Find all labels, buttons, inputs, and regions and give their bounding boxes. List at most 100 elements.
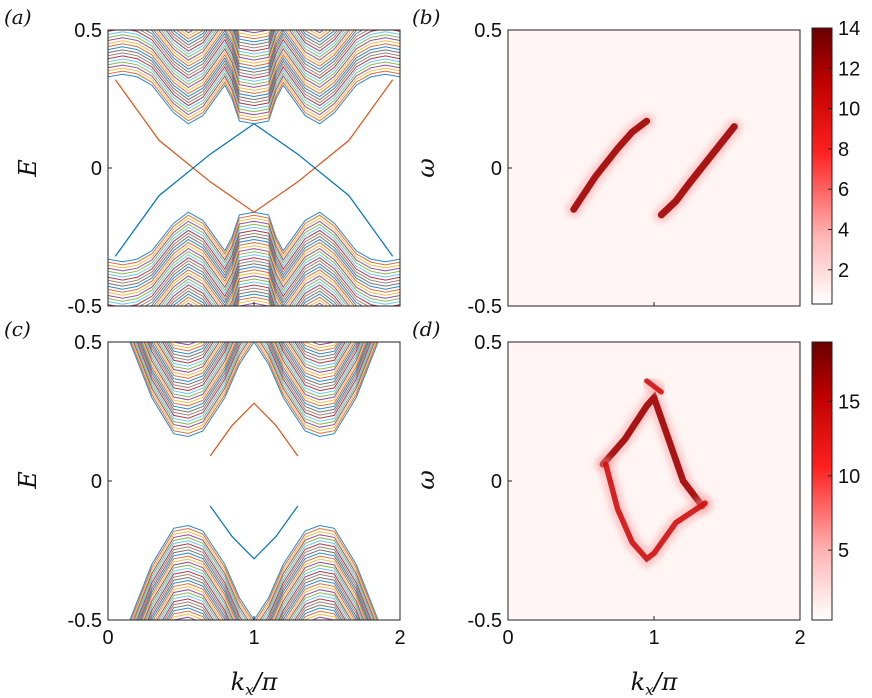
bulk-band-line: [108, 238, 400, 290]
colorbar-tick-label: 2: [838, 260, 849, 282]
bulk-band-line: [154, 586, 354, 620]
panel-c-label: (c): [4, 317, 31, 341]
bulk-band-line: [146, 567, 362, 620]
bulk-band-line: [141, 555, 367, 620]
x-tick-label: 2: [794, 627, 805, 649]
bulk-band-line: [187, 30, 321, 31]
bulk-band-line: [108, 235, 400, 287]
bulk-band-line: [149, 342, 359, 386]
spectral-ridge: [657, 123, 738, 219]
bulk-band-line: [157, 30, 351, 61]
bulk-band-line: [108, 254, 400, 305]
bulk-band-line: [108, 61, 400, 113]
y-tick-label: 0: [91, 158, 102, 180]
bulk-band-line: [108, 232, 400, 284]
bulk-band-line: [156, 342, 352, 373]
bulk-band-line: [169, 342, 339, 352]
panel-b-colorbar: 2 4 6 8 10 12 14: [811, 18, 860, 305]
panel-d-ylabel: ω: [412, 470, 440, 490]
bulk-band-line: [108, 34, 400, 85]
bulk-band-line: [108, 31, 400, 82]
bulk-band-line: [108, 251, 400, 302]
bulk-band-line: [173, 342, 335, 346]
bulk-band-line: [173, 616, 335, 620]
bulk-band-line: [167, 607, 341, 620]
x-tick-label: 1: [648, 627, 659, 649]
bulk-band-line: [160, 595, 348, 620]
bulk-band-line: [140, 342, 368, 410]
edge-state-line: [114, 79, 394, 213]
bulk-band-line: [147, 342, 361, 392]
bulk-band-line: [151, 579, 357, 620]
panel-c-frame: [107, 341, 401, 621]
bulk-band-line: [157, 275, 351, 306]
bulk-band-line: [162, 342, 346, 364]
bulk-band-line: [149, 30, 359, 70]
edge-state-line: [209, 402, 299, 457]
bulk-band-line: [169, 30, 339, 46]
bulk-band-line: [167, 287, 341, 306]
bulk-band-line: [142, 558, 366, 620]
bulk-band-line: [129, 342, 379, 438]
bulk-band-line: [130, 342, 378, 435]
bulk-band-line: [108, 217, 400, 269]
panel-d-ticks: 0 1 2-0.500.5: [468, 332, 806, 649]
bulk-band-line: [144, 263, 364, 306]
bulk-band-line: [108, 70, 400, 122]
colorbar-tick-label: 14: [838, 18, 860, 40]
panel-d-colorbar: 5 10 15: [811, 341, 860, 621]
panel-b-label: (b): [412, 5, 440, 29]
y-tick-label: 0.5: [74, 332, 102, 354]
bulk-band-line: [135, 342, 373, 422]
bulk-band-line: [108, 229, 400, 281]
bulk-band-line: [145, 564, 363, 620]
edge-state-line: [209, 505, 299, 560]
colorbar-tick-label: 5: [838, 540, 849, 562]
bulk-band-line: [175, 30, 333, 40]
bulk-band-line: [136, 342, 372, 419]
colorbar-tick-label: 4: [838, 219, 849, 241]
bulk-band-line: [108, 241, 400, 293]
edge-state-line: [114, 123, 394, 257]
panel-a-label: (a): [4, 5, 32, 29]
bulk-band-line: [139, 260, 369, 306]
colorbar-tick-label: 10: [838, 466, 860, 488]
bulk-band-line: [149, 576, 359, 620]
bulk-band-line: [108, 40, 400, 91]
bulk-band-line: [163, 601, 345, 620]
panel-a: (a) -0.5 0 0.5 E: [4, 0, 401, 318]
bulk-band-line: [172, 293, 336, 306]
bulk-band-line: [143, 342, 365, 401]
bulk-band-line: [108, 0, 400, 24]
colorbar-tick-label: 15: [838, 391, 860, 413]
spectral-ridge: [599, 391, 706, 510]
bulk-band-line: [179, 30, 329, 37]
bulk-band-line: [131, 531, 377, 620]
panel-c-ticks: 0 1 2-0.500.5: [68, 332, 406, 649]
y-tick-label: 0: [491, 471, 502, 493]
bulk-band-line: [169, 610, 339, 620]
bulk-band-line: [136, 543, 372, 620]
bulk-band-line: [142, 342, 366, 404]
bulk-band-line: [137, 546, 371, 620]
bulk-band-line: [108, 223, 400, 275]
spectral-ridge: [570, 117, 651, 213]
bulk-band-line: [175, 296, 333, 306]
bulk-band-line: [108, 64, 400, 116]
bulk-band-line: [108, 67, 400, 119]
x-tick-label: 0: [102, 627, 113, 649]
bulk-band-line: [143, 561, 365, 620]
bulk-band-line: [167, 30, 341, 49]
bulk-band-line: [132, 534, 376, 620]
spectral-ridge: [603, 461, 708, 563]
panel-d-spectral: [508, 342, 800, 620]
panel-b-ticks: -0.5 0 0.5: [468, 20, 801, 318]
panel-c-bands: [129, 342, 379, 620]
bulk-band-line: [158, 342, 350, 370]
panel-a-ticks: -0.5 0 0.5: [68, 20, 401, 318]
x-tick-label: 1: [248, 627, 259, 649]
bulk-band-line: [172, 30, 336, 43]
bulk-band-line: [129, 524, 379, 620]
y-tick-label: 0.5: [74, 20, 102, 42]
